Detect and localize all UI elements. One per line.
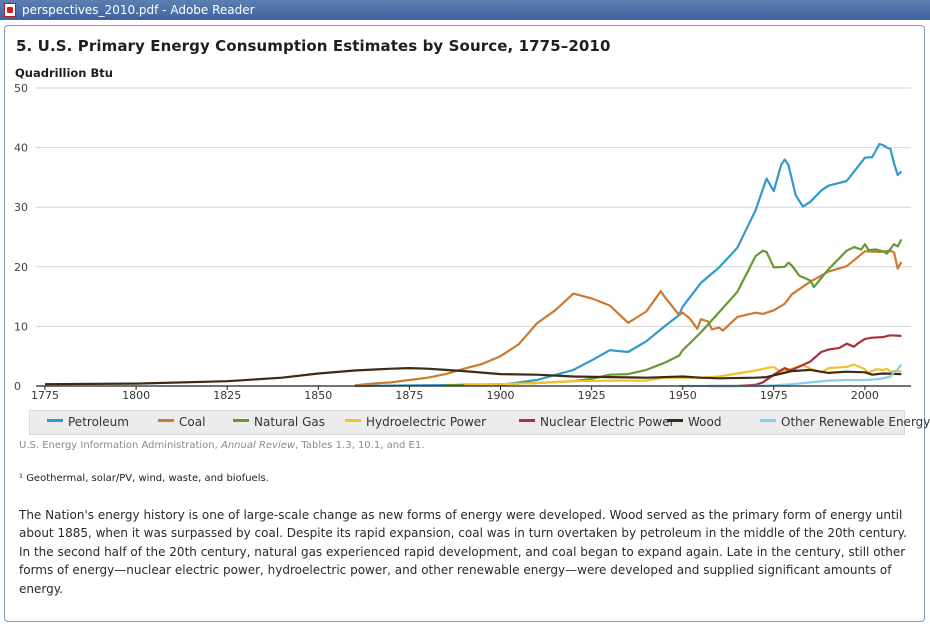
legend-swatch	[233, 419, 249, 422]
y-tick-label: 40	[14, 142, 28, 155]
legend-label: Wood	[688, 415, 722, 429]
chart-grid: 0 10 20 30 40 50	[14, 82, 911, 393]
window-title-bar: perspectives_2010.pdf - Adobe Reader	[0, 0, 930, 20]
x-tick-label: 1950	[669, 389, 697, 402]
series-line	[679, 363, 903, 388]
legend-item: Wood	[667, 415, 721, 429]
legend-label: Other Renewable Energy¹	[781, 415, 930, 429]
chart-title: 5. U.S. Primary Energy Consumption Estim…	[16, 37, 611, 55]
legend-label: Coal	[179, 415, 206, 429]
legend-swatch	[519, 419, 535, 422]
legend-swatch	[345, 419, 361, 422]
series-line	[354, 249, 903, 387]
y-tick-label: 0	[14, 380, 21, 393]
legend-item: Other Renewable Energy¹	[760, 415, 930, 429]
legend-item: Hydroelectric Power	[345, 415, 486, 429]
series-line	[445, 238, 903, 387]
y-tick-label: 30	[14, 201, 28, 214]
x-tick-label: 1975	[760, 389, 788, 402]
legend-swatch	[760, 419, 776, 422]
x-tick-label: 1775	[31, 389, 59, 402]
window-title: perspectives_2010.pdf - Adobe Reader	[22, 3, 255, 17]
x-tick-label: 1850	[304, 389, 332, 402]
chart-series	[44, 142, 903, 388]
x-tick-label: 1825	[213, 389, 241, 402]
x-tick-label: 1875	[395, 389, 423, 402]
legend-label: Hydroelectric Power	[366, 415, 487, 429]
footnote: ¹ Geothermal, solar/PV, wind, waste, and…	[19, 473, 269, 484]
series-line	[464, 363, 902, 387]
legend-label: Natural Gas	[254, 415, 325, 429]
legend-swatch	[667, 419, 683, 422]
legend-item: Natural Gas	[233, 415, 325, 429]
legend-item: Coal	[158, 415, 205, 429]
series-line	[708, 334, 902, 388]
legend-label: Petroleum	[68, 415, 129, 429]
x-tick-label: 1900	[487, 389, 515, 402]
legend-swatch	[158, 419, 174, 422]
legend-label: Nuclear Electric Power	[540, 415, 675, 429]
series-line	[44, 367, 902, 386]
y-axis-label: Quadrillion Btu	[15, 66, 113, 80]
body-text: The Nation's energy history is one of la…	[19, 508, 907, 596]
y-tick-label: 50	[14, 82, 28, 95]
pdf-icon	[4, 3, 16, 17]
source-note: U.S. Energy Information Administration, …	[19, 440, 425, 451]
series-line	[354, 142, 903, 388]
line-chart: 0 10 20 30 40 50 1775 1800 1825 1850 1875 1900 1925…	[14, 82, 911, 402]
legend-swatch	[47, 419, 63, 422]
y-tick-label: 10	[14, 320, 28, 333]
chart-axis: 1775 1800 1825 1850 1875 1900 1925 1950 1975 2000	[31, 385, 911, 402]
document-panel	[4, 25, 925, 622]
legend-item: Nuclear Electric Power	[519, 415, 675, 429]
y-tick-label: 20	[14, 261, 28, 274]
legend-item: Petroleum	[47, 415, 129, 429]
x-tick-label: 1800	[122, 389, 150, 402]
chart-legend: Petroleum Coal Natural Gas Hydroelectric Po…	[29, 410, 930, 435]
x-tick-label: 2000	[851, 389, 879, 402]
x-tick-label: 1925	[578, 389, 606, 402]
